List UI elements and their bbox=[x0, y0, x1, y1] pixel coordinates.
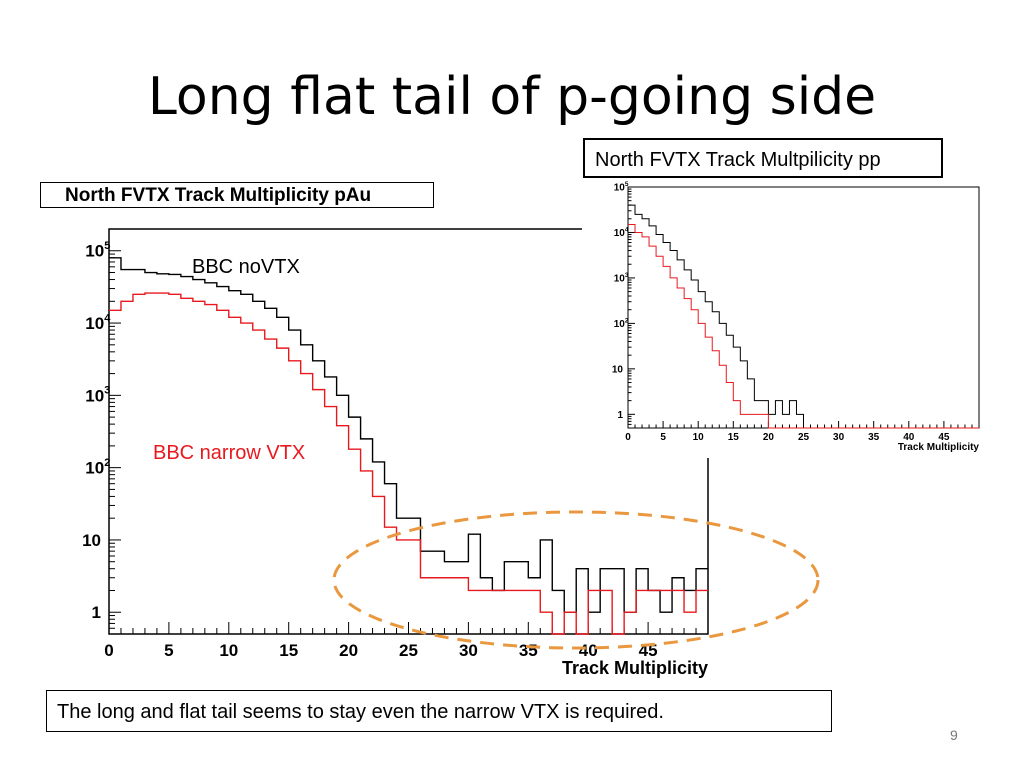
inset-x-tick-label: 30 bbox=[833, 432, 845, 443]
inset-y-tick-label: 102 bbox=[614, 317, 629, 330]
inset-chart-title: North FVTX Track Multpilicity pp bbox=[583, 138, 943, 178]
main-x-tick-label: 5 bbox=[164, 641, 173, 660]
slide-note: The long and flat tail seems to stay eve… bbox=[46, 690, 832, 732]
main-y-tick-label: 103 bbox=[85, 385, 110, 406]
inset-x-tick-label: 10 bbox=[693, 432, 705, 443]
main-x-tick-label: 30 bbox=[459, 641, 478, 660]
inset-x-tick-label: 20 bbox=[763, 432, 775, 443]
main-x-tick-label: 25 bbox=[399, 641, 418, 660]
inset-plot-frame bbox=[627, 186, 980, 429]
highlight-ellipse bbox=[332, 510, 820, 650]
main-x-tick-label: 20 bbox=[339, 641, 358, 660]
inset-y-tick-label: 104 bbox=[614, 226, 629, 239]
main-x-tick-label: 0 bbox=[104, 641, 113, 660]
inset-x-axis-label: Track Multiplicity bbox=[898, 442, 980, 453]
inset-series-red bbox=[628, 223, 979, 429]
main-y-tick-label: 10 bbox=[82, 531, 101, 550]
inset-x-tick-label: 45 bbox=[938, 432, 950, 443]
inset-y-tick-label: 103 bbox=[614, 272, 629, 285]
inset-x-tick-label: 25 bbox=[798, 432, 810, 443]
main-y-tick-label: 102 bbox=[85, 457, 110, 478]
main-y-tick-label: 104 bbox=[85, 312, 111, 333]
main-y-tick-label: 105 bbox=[85, 240, 110, 261]
main-x-tick-label: 15 bbox=[279, 641, 298, 660]
main-series-black bbox=[109, 257, 708, 613]
legend-label-bbc-narrow-vtx: BBC narrow VTX bbox=[153, 442, 305, 464]
page-number: 9 bbox=[950, 727, 958, 743]
inset-x-tick-label: 40 bbox=[903, 432, 915, 443]
legend-label-bbc-novtx: BBC noVTX bbox=[192, 256, 300, 278]
inset-x-tick-label: 0 bbox=[625, 432, 631, 443]
inset-x-tick-label: 15 bbox=[728, 432, 740, 443]
inset-x-tick-label: 5 bbox=[660, 432, 666, 443]
main-y-tick-label: 1 bbox=[92, 603, 101, 622]
inset-y-tick-label: 1 bbox=[617, 410, 623, 421]
main-series-red bbox=[109, 292, 708, 635]
main-x-tick-label: 10 bbox=[219, 641, 238, 660]
inset-y-tick-label: 10 bbox=[612, 364, 624, 375]
slide-title: Long flat tail of p-going side bbox=[147, 67, 877, 127]
main-chart-title: North FVTX Track Multiplicity pAu bbox=[40, 182, 434, 208]
main-x-axis-label: Track Multiplicity bbox=[562, 658, 708, 678]
main-x-tick-label: 40 bbox=[579, 641, 598, 660]
inset-x-tick-label: 35 bbox=[868, 432, 880, 443]
inset-y-tick-label: 105 bbox=[614, 181, 629, 194]
